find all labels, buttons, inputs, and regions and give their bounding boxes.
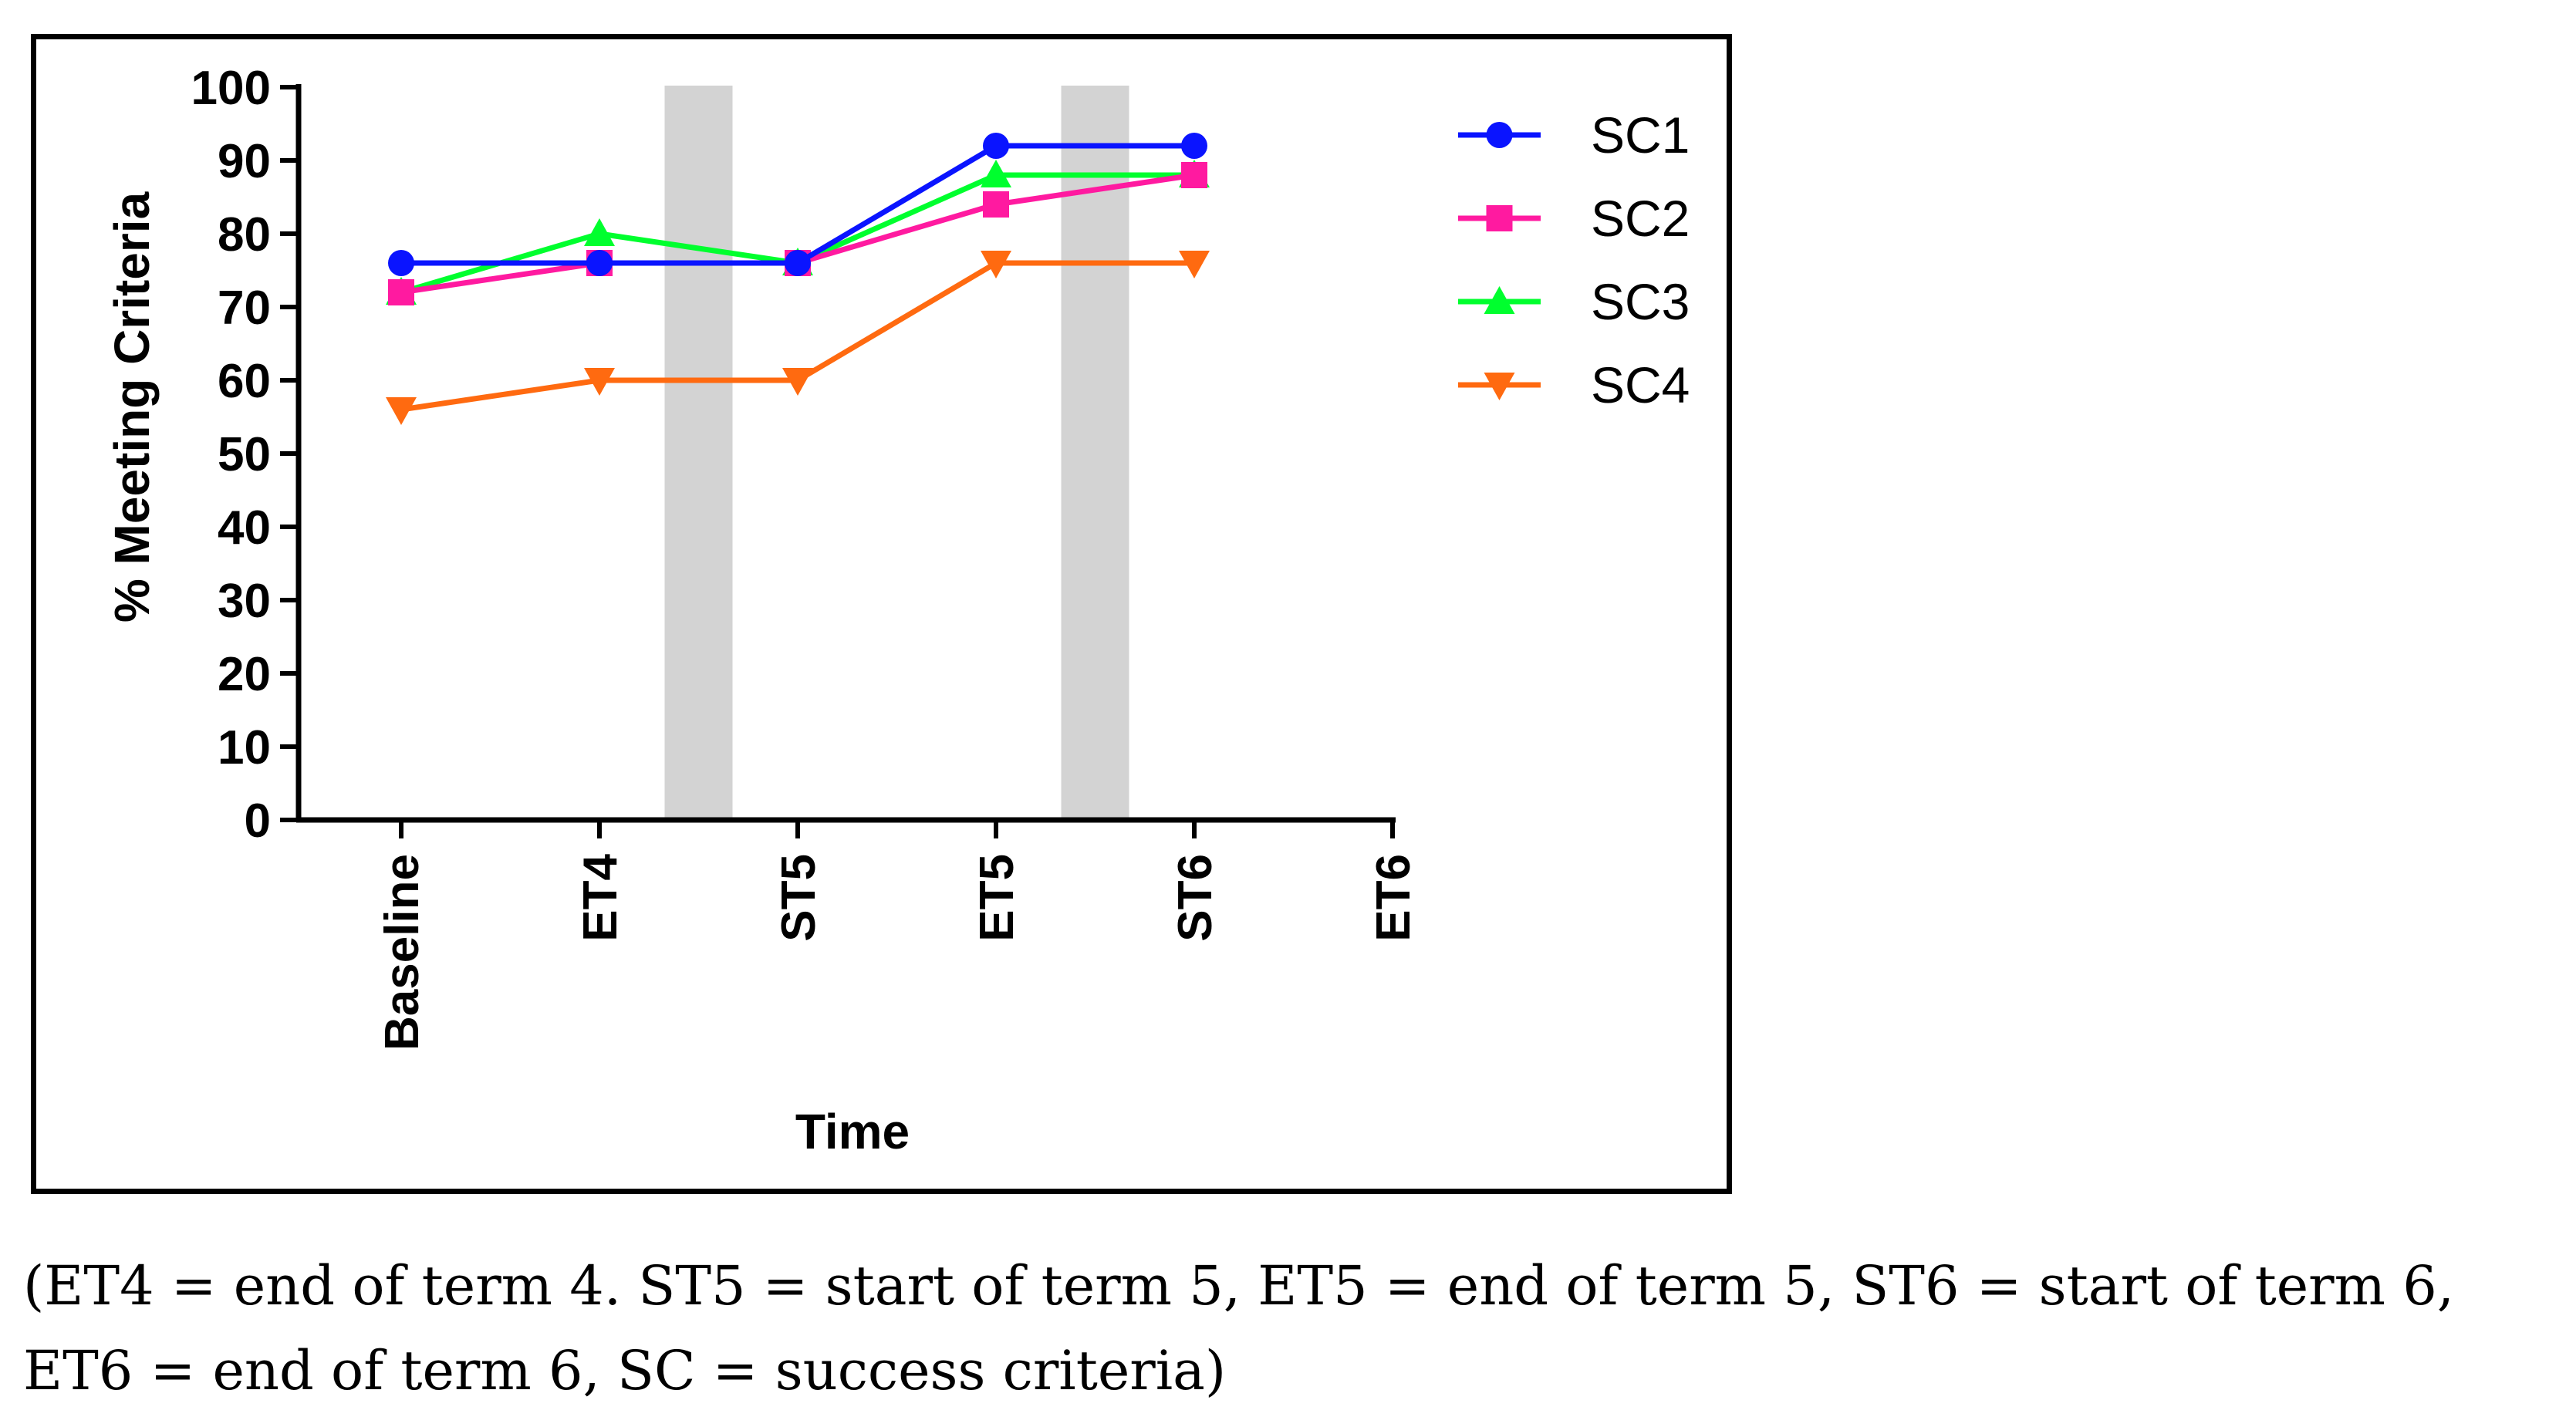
data-point-sc1 [586,250,613,276]
y-tick-label: 80 [218,208,271,261]
legend-item-sc1: SC1 [1458,106,1690,164]
legend-marker [1486,122,1513,148]
series-sc1 [388,133,1207,276]
legend-label: SC1 [1591,106,1690,164]
y-tick-label: 40 [218,501,271,555]
data-point-sc1 [983,133,1009,159]
x-tick-label: ST6 [1169,854,1222,942]
x-tick-label: ET5 [971,854,1024,942]
legend-marker [1484,373,1515,400]
x-tick-label: ST5 [772,854,825,942]
data-point-sc1 [1181,133,1207,159]
legend-marker [1484,286,1515,314]
x-tick-label: ET4 [574,853,627,941]
data-point-sc4 [782,368,813,396]
legend-label: SC4 [1591,356,1690,413]
shaded-bands [664,86,1129,820]
y-tick-label: 30 [218,575,271,628]
legend-marker [1486,205,1513,231]
legend-label: SC2 [1591,190,1690,247]
x-axis-title: Time [795,1104,910,1159]
y-tick-label: 50 [218,428,271,481]
y-tick-label: 20 [218,648,271,701]
x-tick-label: ET6 [1367,854,1420,942]
data-point-sc1 [785,250,811,276]
data-point-sc4 [584,368,615,396]
axes: 0 10 20 30 40 50 60 70 80 90 100 Baseline ET4 ST5 ET5 S… [191,62,1420,1051]
x-tick-label: Baseline [376,854,429,1051]
data-point-sc4 [386,397,417,425]
line-chart: 0 10 20 30 40 50 60 70 80 90 100 Baseline ET4 ST5 ET5 S… [104,62,1690,1159]
series-group [386,133,1210,425]
y-tick-label: 100 [191,62,271,115]
legend-item-sc3: SC3 [1458,273,1690,330]
data-point-sc2 [1181,162,1207,188]
data-point-sc3 [981,160,1011,187]
figure-caption: (ET4 = end of term 4. ST5 = start of ter… [23,1254,2455,1402]
y-tick-label: 60 [218,355,271,408]
y-tick-label: 70 [218,282,271,335]
y-tick-label: 10 [218,721,271,774]
legend-item-sc4: SC4 [1458,356,1690,413]
series-sc4 [386,251,1210,425]
data-point-sc2 [983,191,1009,218]
legend-item-sc2: SC2 [1458,190,1690,247]
shaded-band-1 [664,86,733,820]
y-axis-title: % Meeting Criteria [104,191,160,622]
y-tick-label: 90 [218,135,271,188]
legend-label: SC3 [1591,273,1690,330]
data-point-sc3 [584,218,615,246]
data-point-sc2 [388,279,414,305]
shaded-band-2 [1061,86,1129,820]
data-point-sc1 [388,250,414,276]
legend: SC1 SC2 SC3 SC4 [1458,106,1690,413]
data-point-sc4 [1179,251,1210,278]
y-tick-label: 0 [245,794,271,848]
data-point-sc4 [981,251,1011,278]
figure-frame: 0 10 20 30 40 50 60 70 80 90 100 Baseline ET4 ST5 ET5 S… [31,34,1732,1194]
